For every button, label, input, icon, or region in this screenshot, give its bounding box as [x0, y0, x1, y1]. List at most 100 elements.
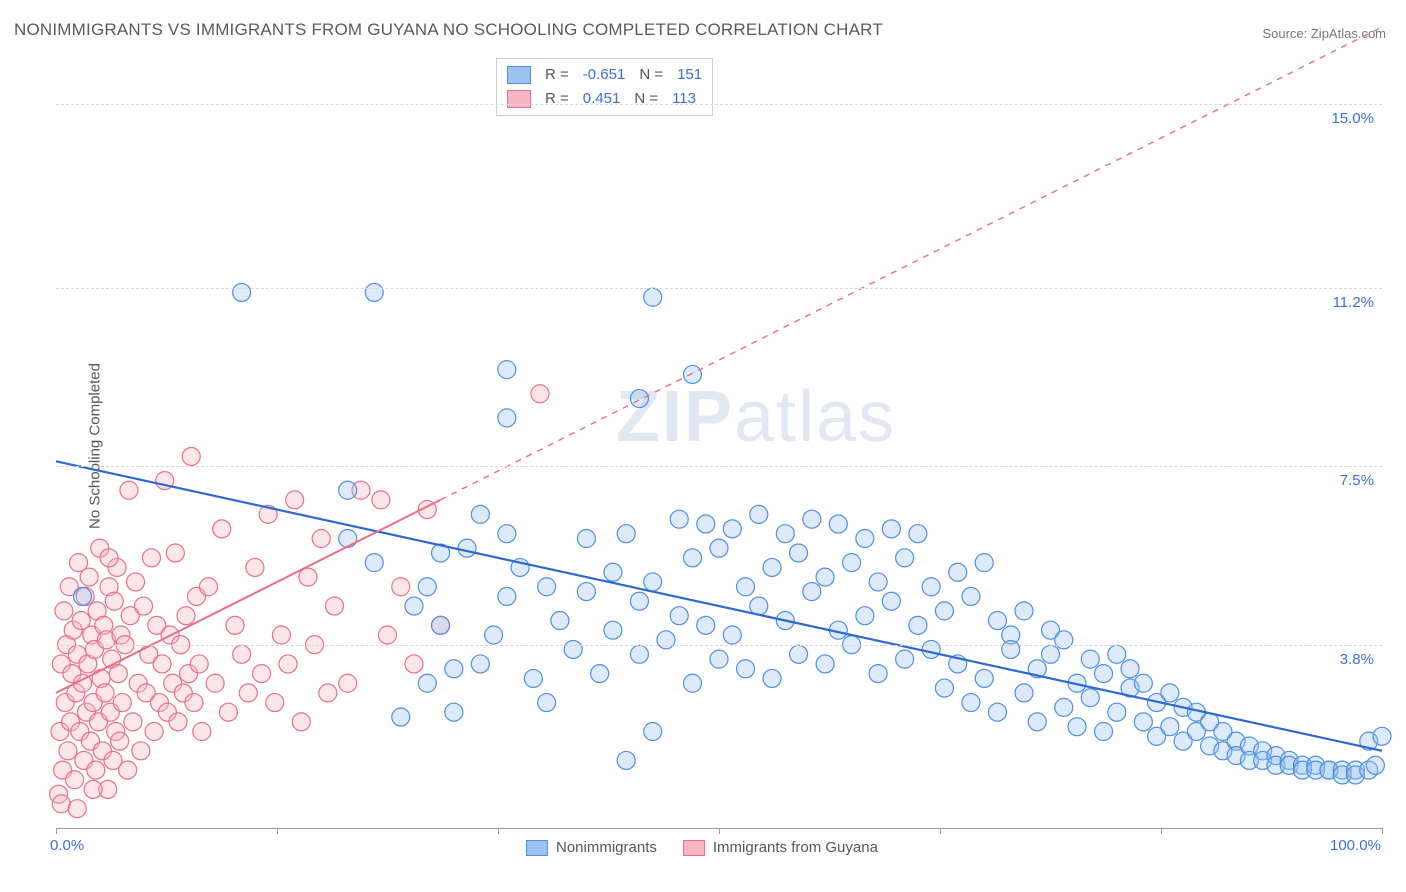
- data-point: [577, 530, 595, 548]
- legend-swatch-1b: [526, 840, 548, 856]
- data-point: [1108, 645, 1126, 663]
- data-point: [843, 554, 861, 572]
- data-point: [233, 283, 251, 301]
- data-point: [292, 713, 310, 731]
- data-point: [498, 409, 516, 427]
- x-tick-mark: [940, 828, 941, 834]
- series-legend: Nonimmigrants Immigrants from Guyana: [526, 839, 878, 856]
- r-label: R =: [545, 87, 569, 111]
- data-point: [630, 645, 648, 663]
- data-point: [432, 616, 450, 634]
- data-point: [803, 510, 821, 528]
- data-point: [253, 665, 271, 683]
- data-point: [418, 578, 436, 596]
- data-point: [737, 578, 755, 596]
- data-point: [644, 573, 662, 591]
- data-point: [213, 520, 231, 538]
- data-point: [96, 684, 114, 702]
- data-point: [87, 761, 105, 779]
- data-point: [418, 674, 436, 692]
- y-tick-label: 7.5%: [1340, 472, 1374, 489]
- data-point: [577, 583, 595, 601]
- data-point: [1121, 660, 1139, 678]
- data-point: [683, 674, 701, 692]
- r-value-1: -0.651: [583, 63, 626, 87]
- data-point: [935, 679, 953, 697]
- data-point: [379, 626, 397, 644]
- data-point: [723, 520, 741, 538]
- x-tick-mark: [1382, 828, 1383, 834]
- data-point: [922, 640, 940, 658]
- x-tick-mark: [1161, 828, 1162, 834]
- data-point: [909, 616, 927, 634]
- data-point: [111, 732, 129, 750]
- legend-swatch-1: [507, 66, 531, 84]
- data-point: [750, 505, 768, 523]
- data-point: [105, 592, 123, 610]
- data-point: [856, 607, 874, 625]
- data-point: [498, 525, 516, 543]
- data-point: [471, 505, 489, 523]
- stats-row-2: R = 0.451 N = 113: [507, 87, 702, 111]
- data-point: [683, 365, 701, 383]
- data-point: [710, 650, 728, 668]
- chart-container: NONIMMIGRANTS VS IMMIGRANTS FROM GUYANA …: [0, 0, 1406, 892]
- n-label: N =: [634, 87, 658, 111]
- r-value-2: 0.451: [583, 87, 621, 111]
- data-point: [710, 539, 728, 557]
- data-point: [922, 578, 940, 596]
- data-point: [962, 587, 980, 605]
- data-point: [790, 544, 808, 562]
- stats-legend: R = -0.651 N = 151 R = 0.451 N = 113: [496, 58, 713, 116]
- data-point: [142, 549, 160, 567]
- data-point: [339, 481, 357, 499]
- data-point: [299, 568, 317, 586]
- data-point: [135, 597, 153, 615]
- data-point: [723, 626, 741, 644]
- data-point: [975, 554, 993, 572]
- x-tick-mark: [56, 828, 57, 834]
- data-point: [458, 539, 476, 557]
- data-point: [975, 669, 993, 687]
- data-point: [109, 665, 127, 683]
- data-point: [226, 616, 244, 634]
- data-point: [988, 612, 1006, 630]
- data-point: [1055, 631, 1073, 649]
- data-point: [153, 655, 171, 673]
- data-point: [365, 283, 383, 301]
- data-point: [551, 612, 569, 630]
- data-point: [445, 703, 463, 721]
- data-point: [1015, 602, 1033, 620]
- data-point: [790, 645, 808, 663]
- x-tick-mark: [719, 828, 720, 834]
- data-point: [392, 578, 410, 596]
- legend-swatch-2: [507, 90, 531, 108]
- data-point: [485, 626, 503, 644]
- data-point: [279, 655, 297, 673]
- r-label: R =: [545, 63, 569, 87]
- data-point: [339, 530, 357, 548]
- data-point: [1002, 640, 1020, 658]
- data-point: [185, 694, 203, 712]
- data-point: [524, 669, 542, 687]
- data-point: [1042, 645, 1060, 663]
- data-point: [169, 713, 187, 731]
- data-point: [84, 780, 102, 798]
- data-point: [498, 361, 516, 379]
- x-tick-mark: [277, 828, 278, 834]
- legend-swatch-2b: [683, 840, 705, 856]
- data-point: [763, 558, 781, 576]
- data-point: [1081, 650, 1099, 668]
- data-point: [803, 583, 821, 601]
- data-point: [74, 587, 92, 605]
- data-point: [882, 592, 900, 610]
- data-point: [124, 713, 142, 731]
- data-point: [644, 288, 662, 306]
- data-point: [239, 684, 257, 702]
- data-point: [1055, 698, 1073, 716]
- data-point: [372, 491, 390, 509]
- data-point: [1095, 723, 1113, 741]
- data-point: [896, 650, 914, 668]
- data-point: [1366, 756, 1384, 774]
- data-point: [630, 592, 648, 610]
